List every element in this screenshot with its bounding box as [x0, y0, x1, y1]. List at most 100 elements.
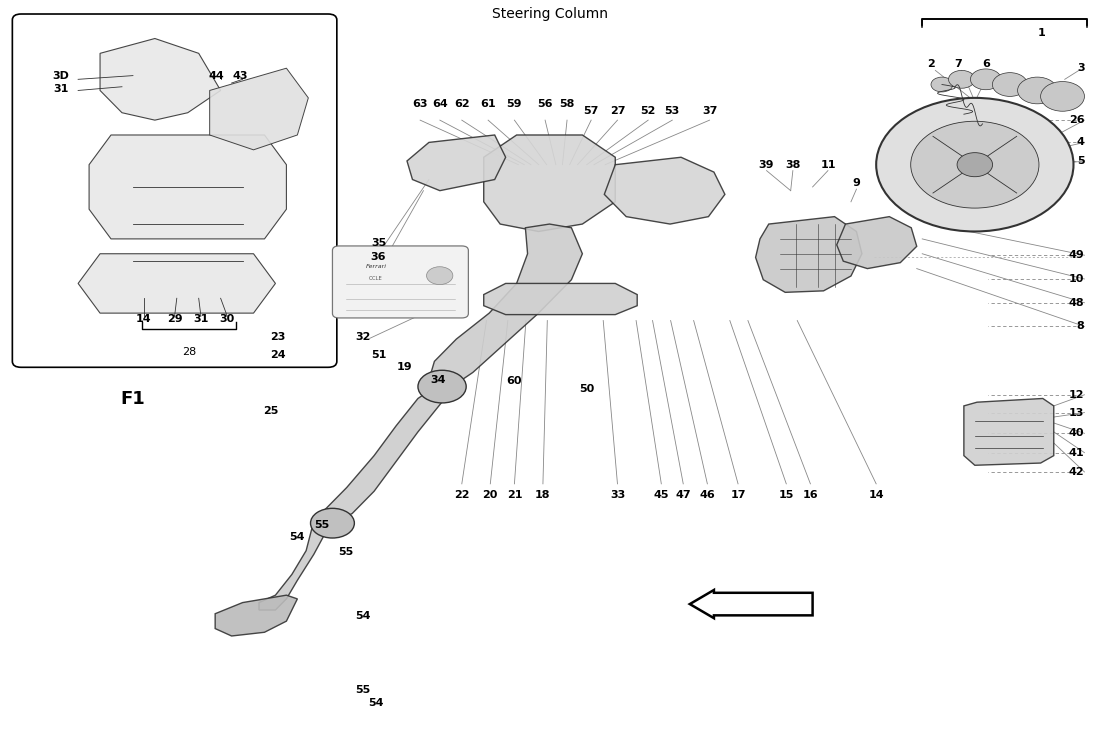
Text: 24: 24 [270, 349, 286, 360]
Text: 53: 53 [665, 107, 680, 116]
Text: 38: 38 [785, 159, 800, 170]
Text: 48: 48 [1069, 298, 1085, 308]
Text: 46: 46 [699, 490, 715, 500]
Text: 25: 25 [264, 406, 279, 416]
Circle shape [876, 98, 1074, 232]
Text: 54: 54 [290, 532, 306, 542]
Text: 56: 56 [537, 99, 553, 109]
Text: 39: 39 [758, 159, 775, 170]
Text: 19: 19 [397, 361, 412, 372]
Text: 54: 54 [368, 698, 384, 708]
Text: 55: 55 [314, 521, 329, 530]
Polygon shape [484, 283, 637, 314]
Text: 22: 22 [454, 490, 469, 500]
Text: 30: 30 [220, 314, 235, 324]
Text: 21: 21 [507, 490, 522, 500]
Text: 52: 52 [641, 107, 656, 116]
Circle shape [992, 73, 1028, 96]
Circle shape [1018, 77, 1057, 104]
Text: 54: 54 [355, 611, 370, 621]
Text: 31: 31 [193, 314, 209, 324]
Text: 61: 61 [480, 99, 496, 109]
Text: 45: 45 [654, 490, 669, 500]
Polygon shape [100, 39, 221, 120]
Text: 29: 29 [167, 314, 182, 324]
Text: 41: 41 [1069, 448, 1085, 457]
Text: 35: 35 [370, 238, 386, 247]
Text: Steering Column: Steering Column [491, 7, 608, 22]
Text: 15: 15 [778, 490, 793, 500]
Text: Ferrari: Ferrari [365, 264, 387, 269]
Text: 58: 58 [559, 99, 575, 109]
Polygon shape [314, 387, 451, 524]
Text: 63: 63 [412, 99, 428, 109]
Text: 49: 49 [1068, 250, 1085, 260]
Polygon shape [210, 69, 309, 150]
Text: 37: 37 [702, 107, 718, 116]
Circle shape [311, 508, 354, 538]
Text: 10: 10 [1069, 274, 1085, 284]
Circle shape [418, 370, 466, 403]
Text: 28: 28 [181, 346, 196, 357]
Text: 20: 20 [482, 490, 498, 500]
Text: 12: 12 [1069, 390, 1085, 400]
Text: 6: 6 [983, 59, 990, 69]
Text: 2: 2 [928, 59, 935, 69]
Polygon shape [429, 224, 582, 387]
Polygon shape [484, 135, 615, 232]
Text: 36: 36 [370, 253, 386, 262]
Text: 3: 3 [1077, 63, 1085, 73]
Circle shape [1041, 81, 1085, 111]
Text: 60: 60 [507, 376, 522, 387]
Polygon shape [89, 135, 287, 239]
Text: 23: 23 [270, 332, 286, 342]
Text: 18: 18 [535, 490, 551, 500]
Polygon shape [407, 135, 506, 191]
Circle shape [911, 121, 1039, 208]
Text: 16: 16 [802, 490, 819, 500]
Text: 57: 57 [584, 107, 599, 116]
Text: 11: 11 [820, 159, 835, 170]
Text: 17: 17 [731, 490, 746, 500]
Circle shape [931, 77, 953, 92]
Text: 26: 26 [1069, 115, 1085, 125]
Circle shape [426, 267, 453, 285]
Text: 55: 55 [338, 547, 353, 557]
Text: 7: 7 [954, 59, 962, 69]
Text: 8: 8 [1077, 322, 1085, 332]
Text: 3D: 3D [52, 71, 69, 80]
Text: 4: 4 [1077, 137, 1085, 148]
Text: OCLE: OCLE [369, 276, 382, 282]
Circle shape [970, 69, 1001, 89]
Text: 62: 62 [454, 99, 469, 109]
Text: 34: 34 [430, 375, 445, 385]
Circle shape [948, 71, 975, 88]
Text: 47: 47 [676, 490, 691, 500]
Circle shape [957, 153, 992, 177]
Text: 59: 59 [507, 99, 522, 109]
Text: 50: 50 [579, 384, 595, 394]
Text: 9: 9 [853, 178, 861, 188]
Polygon shape [78, 254, 276, 313]
Polygon shape [690, 590, 812, 618]
Polygon shape [836, 217, 917, 269]
Text: 14: 14 [868, 490, 884, 500]
Text: 33: 33 [610, 490, 625, 500]
Polygon shape [604, 157, 725, 224]
Text: 64: 64 [432, 99, 447, 109]
Text: 14: 14 [136, 314, 152, 324]
Polygon shape [215, 595, 298, 636]
Text: 27: 27 [610, 107, 625, 116]
Text: 32: 32 [355, 332, 370, 342]
Polygon shape [964, 399, 1054, 466]
Text: 51: 51 [370, 349, 386, 360]
Text: F1: F1 [121, 390, 145, 408]
Polygon shape [259, 521, 331, 610]
FancyBboxPatch shape [333, 246, 468, 318]
Text: 31: 31 [53, 84, 68, 94]
Text: 44: 44 [209, 71, 224, 80]
Text: 42: 42 [1069, 467, 1085, 477]
Text: 40: 40 [1069, 428, 1085, 438]
Text: 43: 43 [233, 71, 248, 80]
Polygon shape [756, 217, 862, 292]
